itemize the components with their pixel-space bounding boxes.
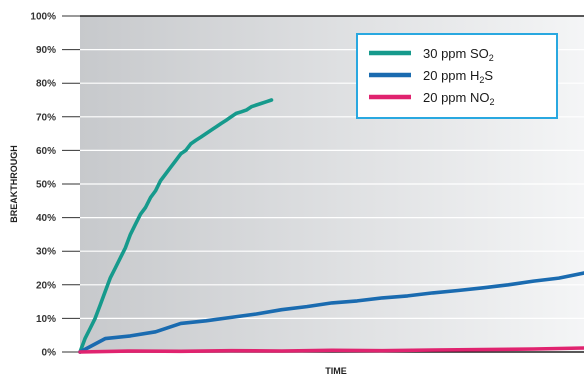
series-line [78,271,584,354]
x-axis-title: TIME [325,366,347,376]
series-lines [78,98,584,354]
series-line [78,346,584,354]
y-tick-label: 70% [36,112,56,123]
y-tick-label: 40% [36,213,56,224]
legend-subscript: 2 [489,97,494,107]
legend-label: 20 ppm H2S [423,68,493,85]
y-tick-label: 30% [36,247,56,258]
y-tick-label: 100% [30,12,56,23]
y-tick-label: 20% [36,280,56,291]
legend-label: 30 ppm SO2 [423,46,494,63]
legend-suffix: S [484,68,493,83]
y-tick-label: 80% [36,79,56,90]
series-line [78,98,274,354]
y-tick-label: 10% [36,314,56,325]
y-tick-label: 90% [36,45,56,56]
legend-label: 20 ppm NO2 [423,90,495,107]
y-tick-label: 0% [42,348,57,359]
legend-subscript: 2 [489,53,494,63]
y-axis-ticks: 0% 10% 20% 30% 40% 50% 60% 70% 80% 90% 100% [30,12,80,359]
y-tick-label: 50% [36,180,56,191]
legend: 30 ppm SO2 20 ppm H2S 20 ppm NO2 [356,33,558,119]
y-tick-label: 60% [36,146,56,157]
legend-subscript: 2 [479,75,484,85]
y-axis-title: BREAKTHROUGH [9,145,19,223]
